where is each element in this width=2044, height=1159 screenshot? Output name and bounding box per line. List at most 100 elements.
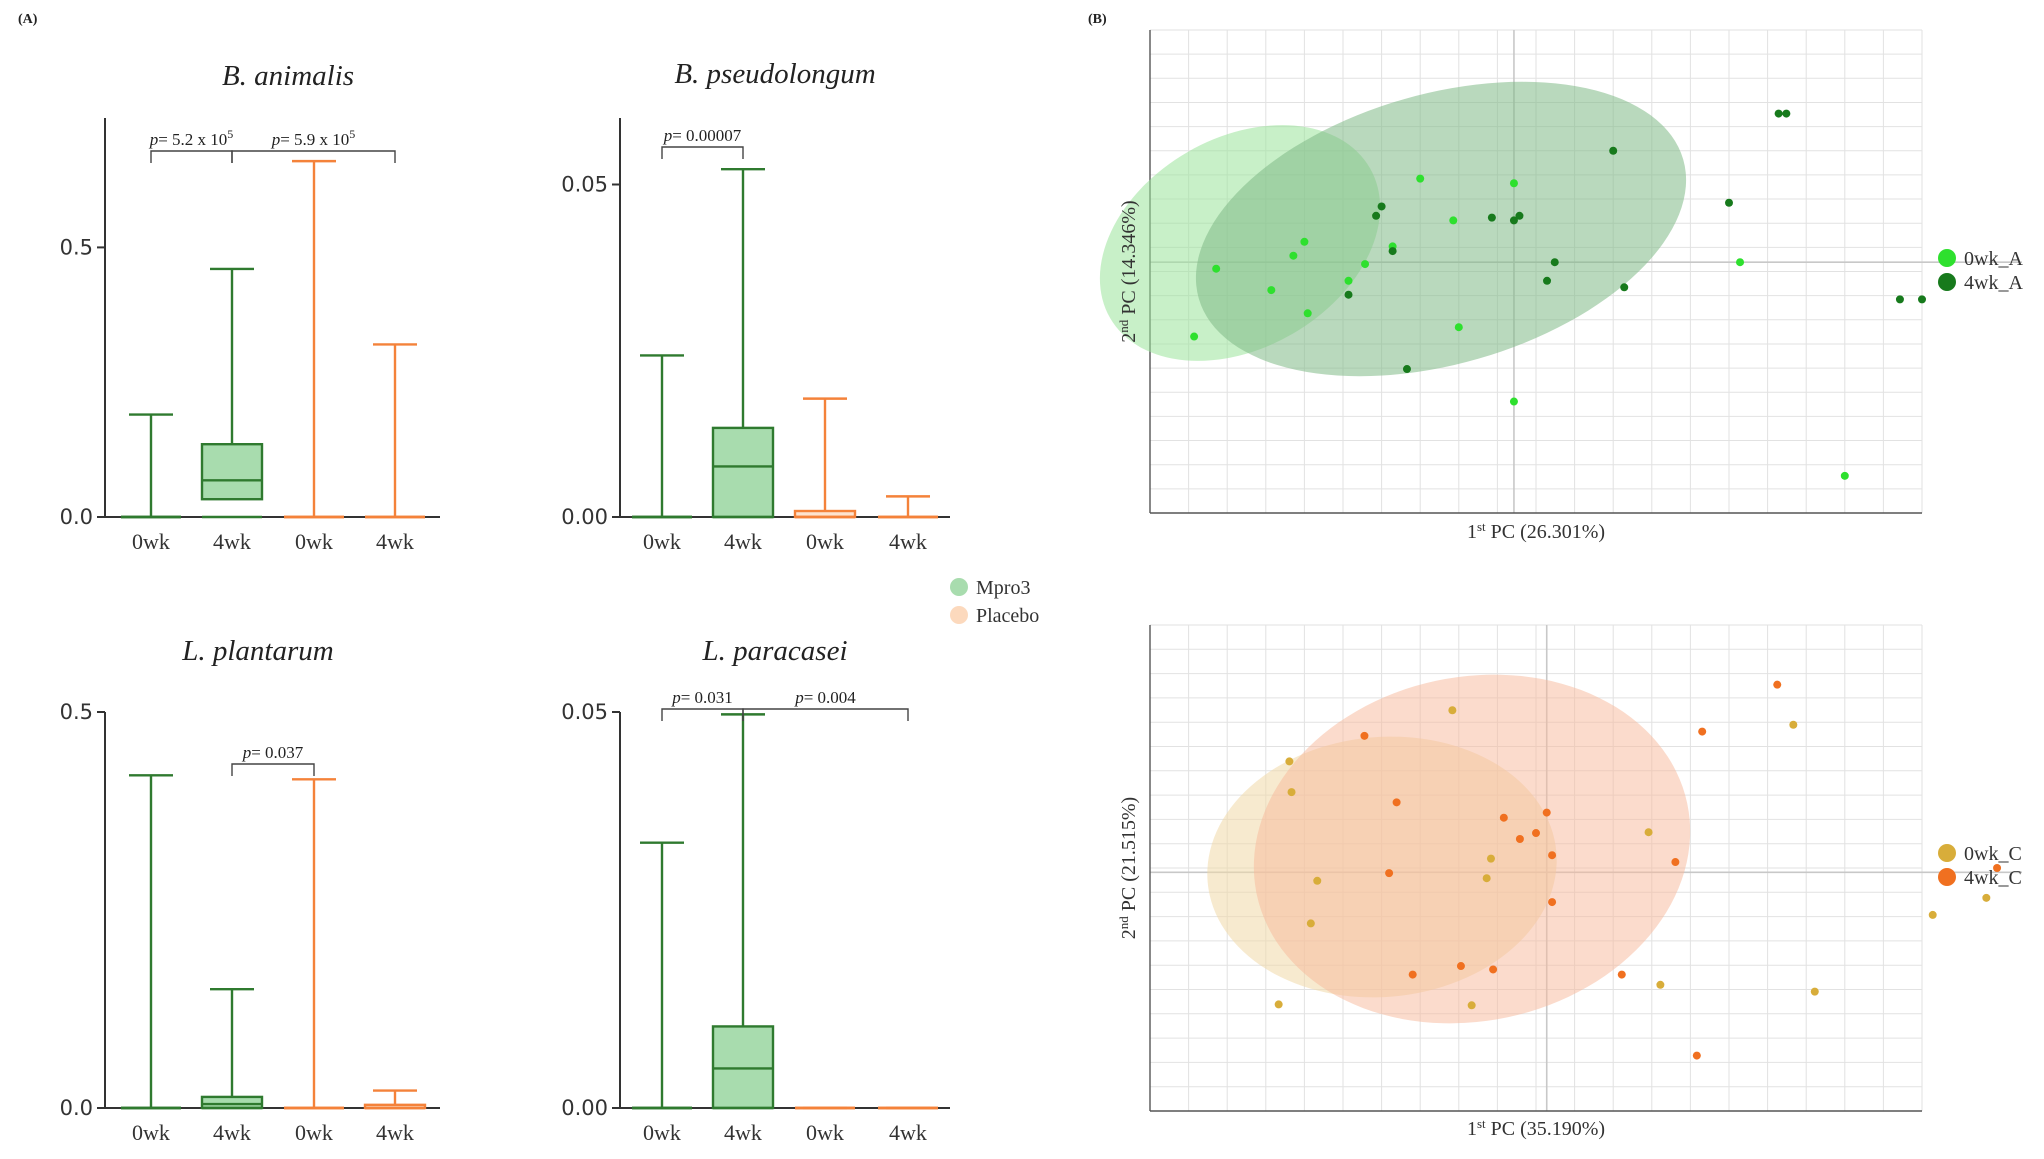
box-iqr xyxy=(711,426,775,519)
data-point xyxy=(1656,980,1665,989)
legend-swatch-placebo xyxy=(950,606,968,624)
data-point xyxy=(1509,179,1518,188)
boxplot-1: B. animalis 0.0 0.5 0wk 4wk 0wk 4wk p= 5.2 x 10… xyxy=(60,60,440,554)
x-tick-label: 4wk xyxy=(376,1120,414,1145)
data-point xyxy=(1392,798,1401,807)
legend-swatch-4wk-a xyxy=(1938,273,1956,291)
x-axis-label: 1st PC (26.301%) xyxy=(1467,519,1605,543)
data-point xyxy=(1289,251,1298,260)
pca-plot-1: 1st PC (26.301%) 2nd PC (14.346%) 0wk_A4wk… xyxy=(1099,29,2023,543)
x-tick-label: 4wk xyxy=(376,529,414,554)
box-0wk-placebo xyxy=(284,778,344,1110)
data-point xyxy=(1692,1051,1701,1060)
y-tick-label: 0.0 xyxy=(60,505,93,529)
data-point xyxy=(1515,211,1524,220)
data-point xyxy=(1449,216,1458,225)
data-point xyxy=(1285,757,1294,766)
y-tick-label: 0.00 xyxy=(561,505,608,529)
data-point xyxy=(1385,869,1394,878)
series-4wk-a xyxy=(1344,109,1926,374)
pvalue-bracket: p= 0.004 xyxy=(742,688,909,721)
legend-label-0wk-a: 0wk_A xyxy=(1964,248,2023,270)
data-point xyxy=(1725,198,1733,207)
x-tick-label: 0wk xyxy=(806,1120,844,1145)
data-point xyxy=(1344,290,1353,299)
data-point xyxy=(1267,286,1276,295)
data-point xyxy=(1489,965,1498,974)
data-point xyxy=(1416,174,1425,183)
legend-label-0wk-c: 0wk_C xyxy=(1964,843,2022,865)
data-point xyxy=(1306,919,1315,928)
data-point xyxy=(1548,851,1557,860)
data-point xyxy=(1736,258,1745,267)
box-0wk-mpro3 xyxy=(121,774,181,1110)
legend-swatch-mpro3 xyxy=(950,578,968,596)
data-point xyxy=(1515,835,1524,844)
data-point xyxy=(1550,258,1559,267)
data-point xyxy=(1840,471,1849,480)
data-point xyxy=(1773,680,1782,689)
data-point xyxy=(1300,237,1309,246)
box-4wk-mpro3 xyxy=(711,713,775,1110)
pvalue-bracket: p= 0.00007 xyxy=(661,126,744,159)
bracket-line xyxy=(231,150,396,163)
data-point xyxy=(1982,893,1991,902)
data-point xyxy=(1509,397,1518,406)
series-4wk-c xyxy=(1360,680,2002,1060)
box-4wk-mpro3 xyxy=(200,988,264,1110)
data-point xyxy=(1313,876,1322,885)
data-point xyxy=(1698,727,1707,736)
pvalue-label: p= 0.00007 xyxy=(663,126,742,145)
x-tick-label: 0wk xyxy=(806,529,844,554)
panel-b-label: (B) xyxy=(1088,12,1107,27)
data-point xyxy=(1274,1000,1283,1009)
box-0wk-placebo xyxy=(284,159,344,519)
x-tick-label: 4wk xyxy=(724,1120,762,1145)
data-point xyxy=(1499,813,1508,822)
pvalue-bracket: p= 5.2 x 105 xyxy=(149,127,233,163)
y-tick-label: 0.05 xyxy=(561,173,608,197)
y-tick-label: 0.5 xyxy=(60,700,93,724)
box-0wk-mpro3 xyxy=(632,354,692,519)
series-0wk-a xyxy=(1190,174,1849,480)
data-point xyxy=(1303,309,1312,318)
chart-title: L. plantarum xyxy=(181,635,333,667)
pvalue-bracket: p= 5.9 x 105 xyxy=(231,127,396,163)
box-4wk-placebo xyxy=(878,495,938,519)
data-point xyxy=(1548,898,1557,907)
box-4wk-placebo xyxy=(365,343,425,519)
legend-mpro3-placebo: Mpro3 Placebo xyxy=(950,577,1039,627)
x-tick-label: 0wk xyxy=(295,1120,333,1145)
legend-label-mpro3: Mpro3 xyxy=(976,577,1030,599)
chart-title: L. paracasei xyxy=(702,635,848,667)
boxplot-2: B. pseudolongum 0.00 0.05 0wk 4wk 0wk 4wk p= 0.… xyxy=(561,58,950,554)
data-point xyxy=(1454,323,1463,332)
pvalue-bracket: p= 0.037 xyxy=(231,743,315,776)
y-tick-label: 0.00 xyxy=(561,1096,608,1120)
y-axis-label: 2nd PC (21.515%) xyxy=(1116,797,1140,939)
x-tick-label: 0wk xyxy=(295,529,333,554)
chart-title: B. pseudolongum xyxy=(674,58,875,90)
legend-label-4wk-c: 4wk_C xyxy=(1964,867,2022,889)
data-point xyxy=(1344,276,1353,285)
y-tick-label: 0.5 xyxy=(60,235,93,259)
pvalue-bracket: p= 0.031 xyxy=(661,688,744,721)
y-tick-label: 0.0 xyxy=(60,1096,93,1120)
box-0wk-placebo xyxy=(793,397,857,519)
legend-swatch-4wk-c xyxy=(1938,868,1956,886)
data-point xyxy=(1377,202,1386,211)
data-point xyxy=(1774,109,1783,118)
data-point xyxy=(1993,864,2002,872)
data-point xyxy=(1388,247,1397,256)
data-point xyxy=(1402,365,1411,374)
x-tick-label: 4wk xyxy=(213,1120,251,1145)
data-point xyxy=(1782,109,1791,118)
x-tick-label: 4wk xyxy=(213,529,251,554)
x-tick-label: 4wk xyxy=(724,529,762,554)
x-tick-label: 4wk xyxy=(889,529,927,554)
pvalue-label: p= 0.004 xyxy=(794,688,856,707)
box-4wk-mpro3 xyxy=(200,267,264,519)
legend-swatch-0wk-a xyxy=(1938,249,1956,267)
